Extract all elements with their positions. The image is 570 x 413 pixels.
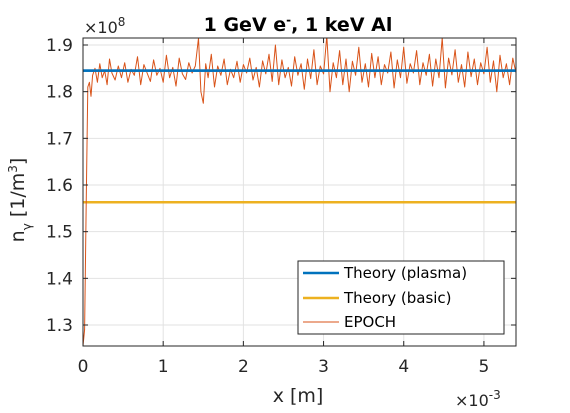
x-tick-label: 0 <box>78 357 89 377</box>
x-axis-multiplier: ×10-3 <box>455 388 501 410</box>
x-tick-label: 5 <box>479 357 490 377</box>
chart-title: 1 GeV e-, 1 keV Al <box>204 13 393 36</box>
y-tick-label: 1.8 <box>46 83 73 103</box>
y-axis-multiplier: ×108 <box>84 15 125 37</box>
y-tick-label: 1.7 <box>46 129 73 149</box>
y-tick-label: 1.4 <box>46 269 73 289</box>
y-tick-label: 1.6 <box>46 176 73 196</box>
x-tick-label: 2 <box>238 357 249 377</box>
axis-ticks: 0 1 2 3 4 5 1.3 1.4 1.5 1.6 1.7 1.8 1.9 <box>46 36 516 377</box>
y-tick-label: 1.5 <box>46 223 73 243</box>
y-axis-label: nγ[1/m3] <box>6 158 34 243</box>
legend-entry: EPOCH <box>344 313 396 331</box>
series-line-epoch <box>83 38 516 346</box>
y-tick-label: 1.3 <box>46 316 73 336</box>
legend-entry: Theory (basic) <box>343 289 452 307</box>
plot-frame <box>82 37 517 347</box>
x-tick-label: 4 <box>398 357 409 377</box>
x-axis-label: x [m] <box>273 385 324 407</box>
y-tick-label: 1.9 <box>46 36 73 56</box>
legend-entry: Theory (plasma) <box>343 264 467 282</box>
x-tick-label: 3 <box>318 357 329 377</box>
series-layer <box>83 38 516 346</box>
x-tick-label: 1 <box>158 357 169 377</box>
legend: Theory (plasma) Theory (basic) EPOCH <box>297 260 505 335</box>
